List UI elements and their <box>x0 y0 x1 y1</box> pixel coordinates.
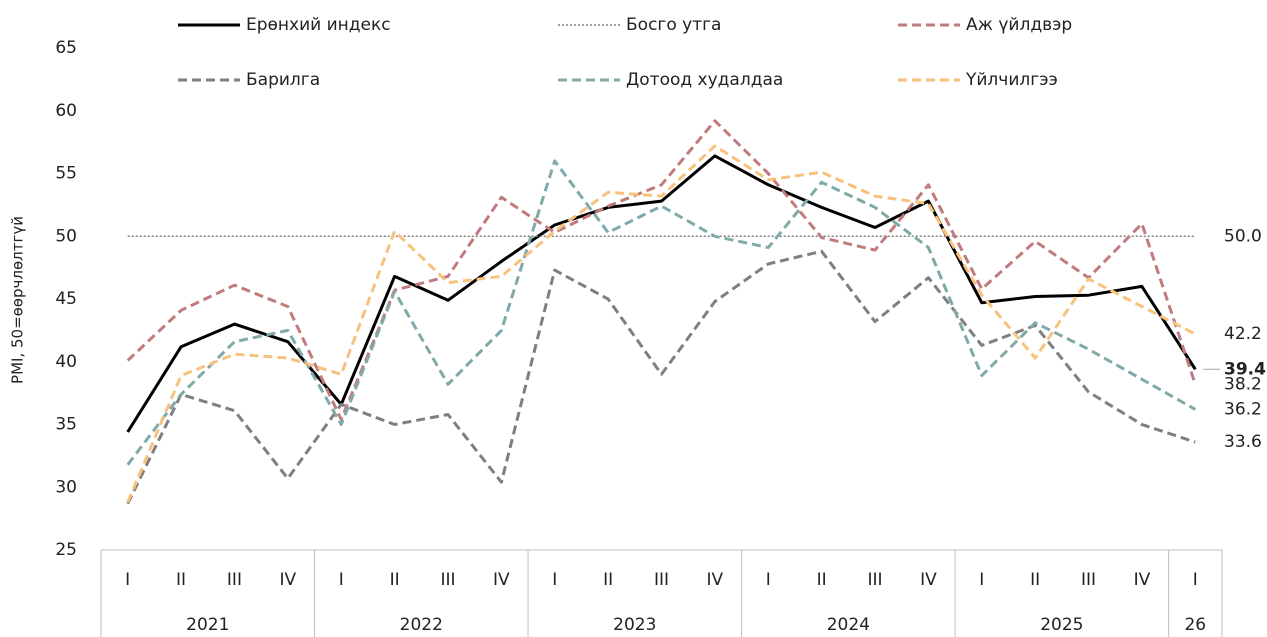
value-label: 33.6 <box>1224 432 1262 452</box>
x-tick-label: II <box>603 570 613 590</box>
y-axis-label: PMI, 50=өөрчлөлтгүй <box>9 216 27 384</box>
x-tick-label: III <box>654 570 669 590</box>
x-tick-label: I <box>552 570 557 590</box>
x-tick-label: I <box>766 570 771 590</box>
year-label: 2025 <box>1040 615 1083 635</box>
legend-label: Үйлчилгээ <box>965 70 1058 90</box>
x-tick-label: IV <box>280 570 297 590</box>
legend-label: Босго утга <box>626 15 721 35</box>
x-tick-label: I <box>1193 570 1198 590</box>
legend-label: Ерөнхий индекс <box>246 15 391 35</box>
legend-label: Аж үйлдвэр <box>966 15 1072 35</box>
x-tick-label: IV <box>1134 570 1151 590</box>
legend-label: Дотоод худалдаа <box>626 70 783 90</box>
y-tick-label: 50 <box>55 226 77 246</box>
y-tick-label: 30 <box>55 477 77 497</box>
series-line <box>126 159 1197 466</box>
x-tick-label: IV <box>493 570 510 590</box>
x-tick-label: II <box>176 570 186 590</box>
x-tick-label: II <box>1030 570 1040 590</box>
x-tick-label: II <box>390 570 400 590</box>
x-tick-label: I <box>979 570 984 590</box>
value-label: 50.0 <box>1224 226 1262 246</box>
series-line <box>126 119 1197 421</box>
y-tick-label: 55 <box>55 164 77 184</box>
x-tick-label: II <box>817 570 827 590</box>
x-tick-label: IV <box>920 570 937 590</box>
series-line <box>126 144 1196 503</box>
y-tick-label: 35 <box>55 415 77 435</box>
x-tick-label: III <box>1081 570 1096 590</box>
x-tick-label: III <box>440 570 455 590</box>
series-line <box>126 249 1196 505</box>
value-label: 36.2 <box>1224 399 1262 419</box>
year-label: 2024 <box>827 615 870 635</box>
value-label: 39.4 <box>1224 359 1266 379</box>
x-tick-label: IV <box>707 570 724 590</box>
x-tick-label: I <box>125 570 130 590</box>
y-tick-label: 40 <box>55 352 77 372</box>
x-tick-label: I <box>339 570 344 590</box>
year-label: 26 <box>1184 615 1206 635</box>
x-tick-label: III <box>227 570 242 590</box>
legend-label: Барилга <box>246 70 320 90</box>
y-tick-label: 65 <box>55 38 77 58</box>
year-label: 2023 <box>613 615 656 635</box>
y-tick-label: 60 <box>55 101 77 121</box>
value-label: 42.2 <box>1224 324 1262 344</box>
year-label: 2021 <box>186 615 229 635</box>
value-label: 38.2 <box>1224 374 1262 394</box>
year-label: 2022 <box>400 615 443 635</box>
x-tick-label: III <box>868 570 883 590</box>
y-tick-label: 45 <box>55 289 77 309</box>
y-tick-label: 25 <box>55 540 77 560</box>
